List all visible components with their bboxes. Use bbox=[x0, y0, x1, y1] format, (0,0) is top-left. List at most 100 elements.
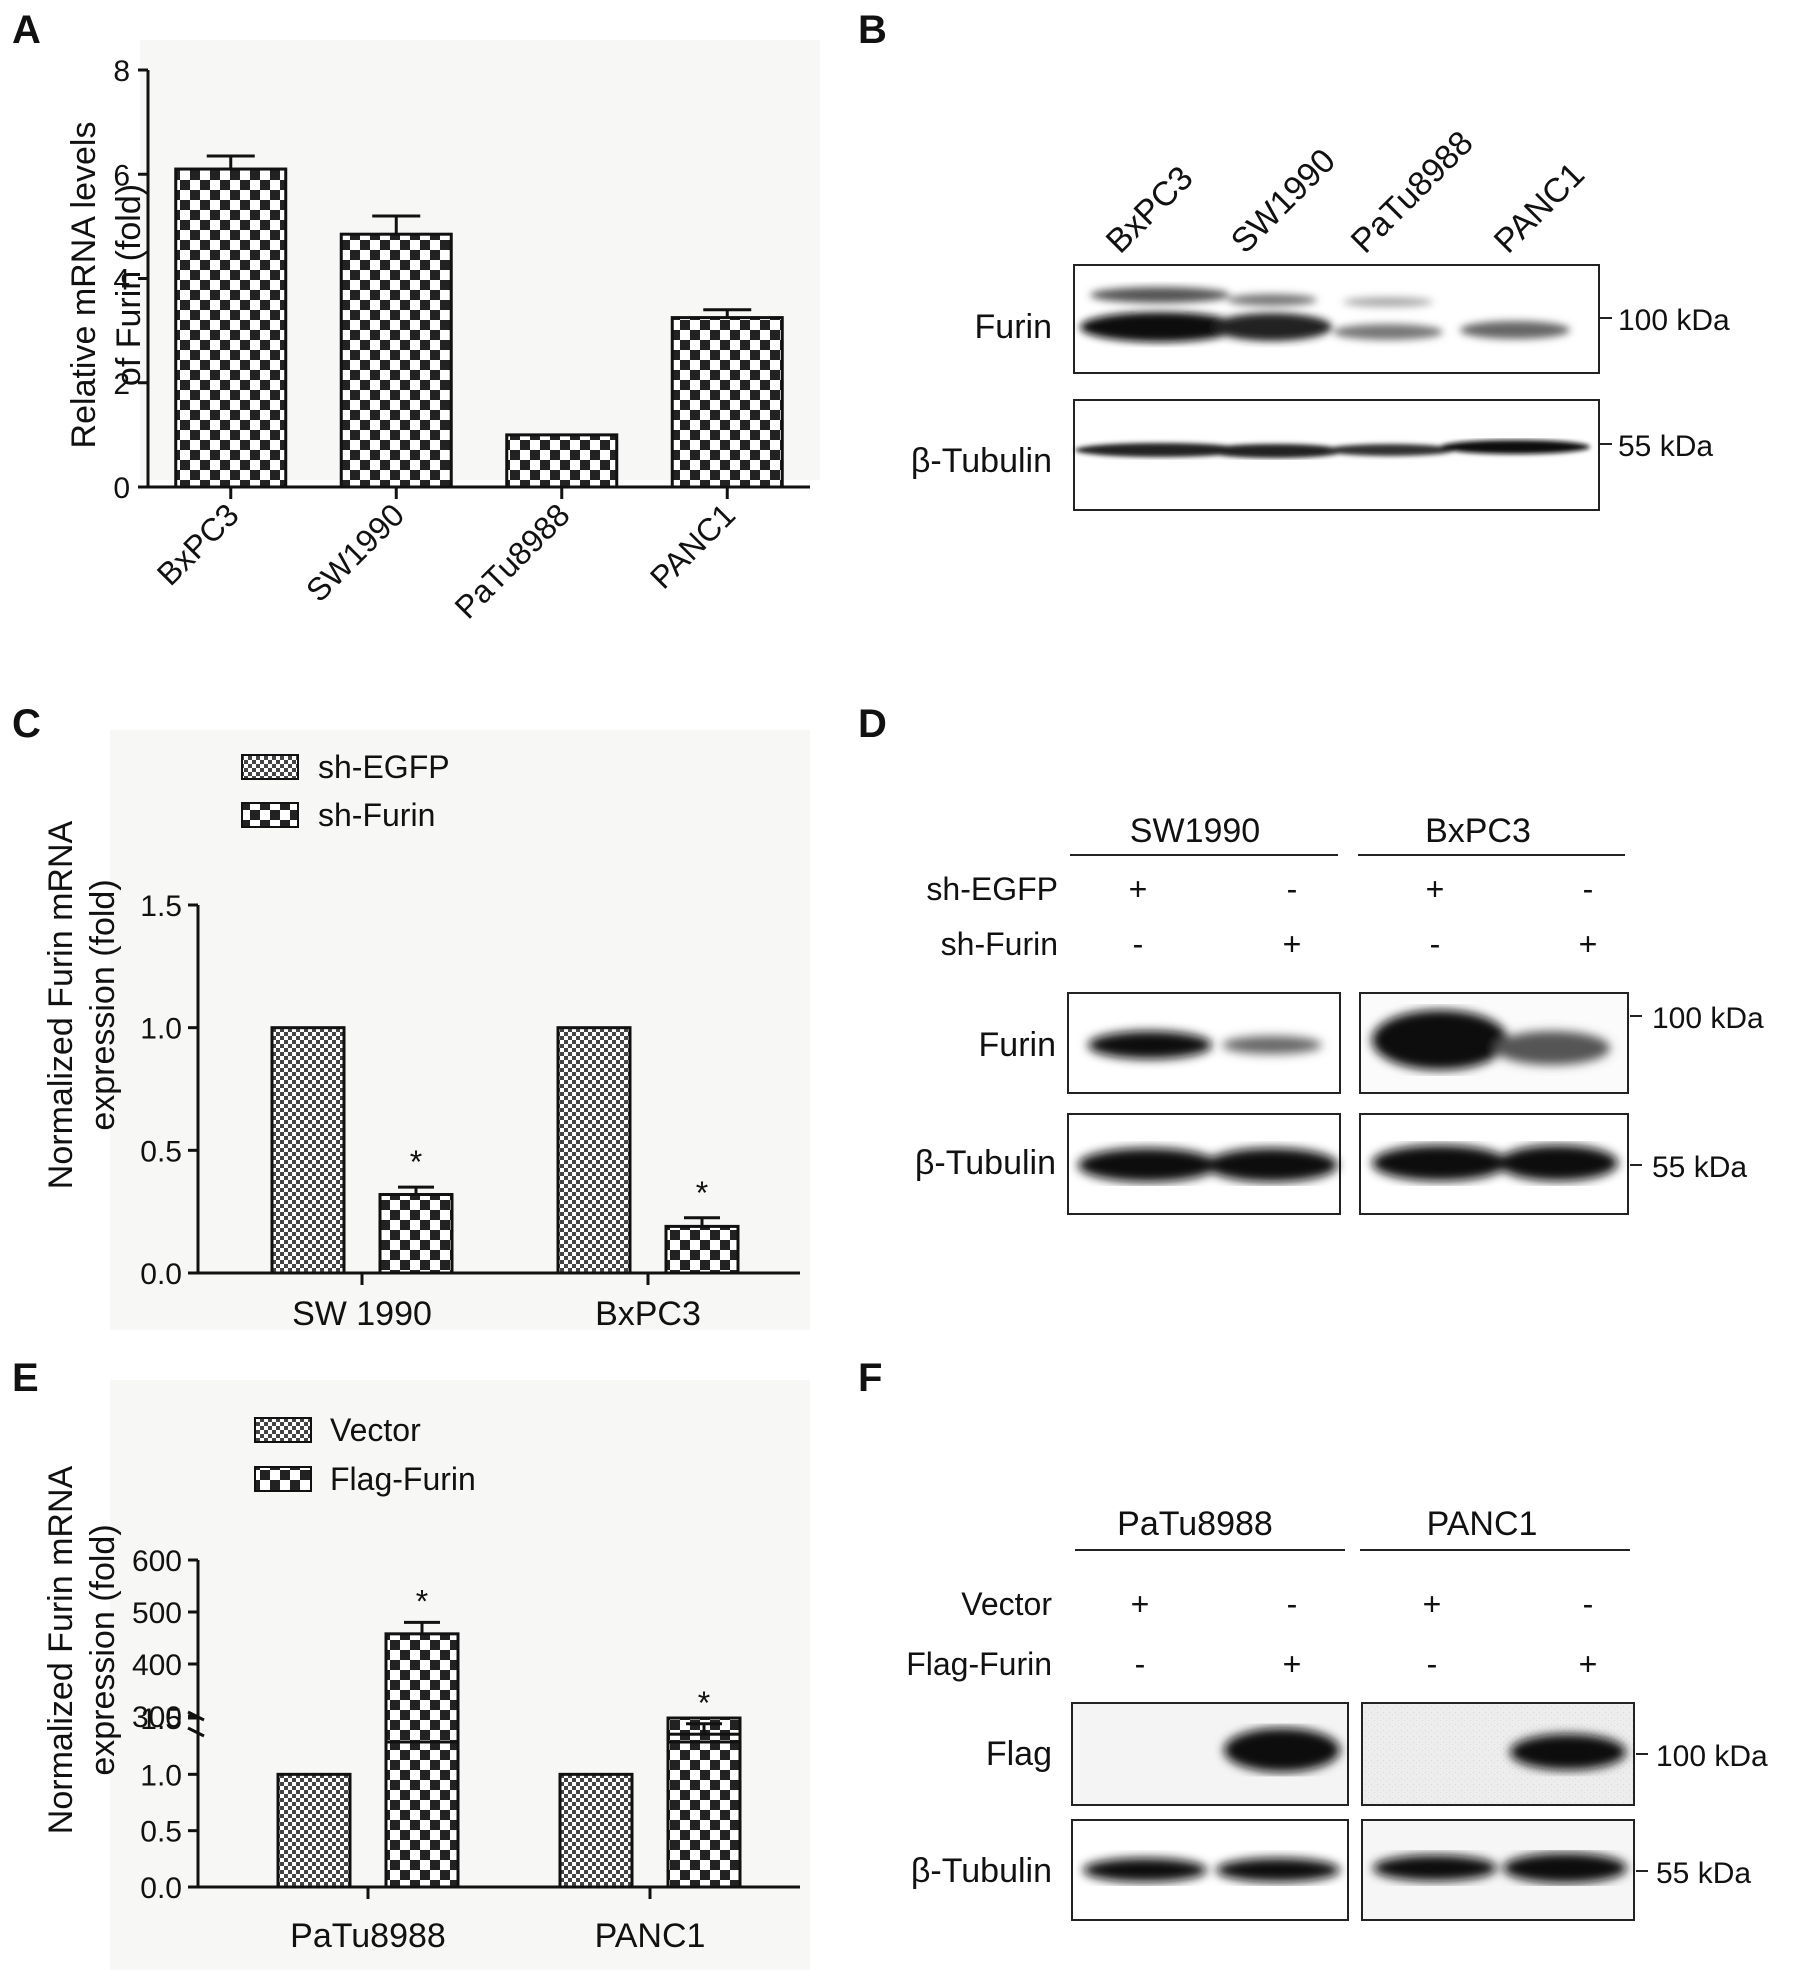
blot-d-furin-bands bbox=[1088, 1010, 1610, 1070]
blot-d-group-1: SW1990 bbox=[1130, 812, 1260, 850]
blot-d-marker-100: 100 kDa bbox=[1652, 1002, 1764, 1035]
blot-b-marker-55: 55 kDa bbox=[1618, 430, 1713, 463]
blot-b-lane-3: PaTu8988 bbox=[1344, 124, 1481, 261]
panel-label-d: D bbox=[858, 702, 887, 746]
blot-b-lane-4: PANC1 bbox=[1487, 155, 1592, 260]
blot-f-sign: + bbox=[1131, 1586, 1150, 1622]
blot-f-cond-2: Flag-Furin bbox=[906, 1646, 1052, 1682]
chart-a-xtick-label: SW1990 bbox=[299, 496, 411, 608]
blot-d-group-2: BxPC3 bbox=[1425, 812, 1531, 850]
chart-c: Normalized Furin mRNA expression (fold) … bbox=[42, 730, 810, 1333]
blot-d-sign: + bbox=[1579, 926, 1598, 962]
chart-a-xtick-label: BxPC3 bbox=[150, 496, 246, 592]
chart-c-legend-1: sh-EGFP bbox=[318, 749, 450, 785]
chart-c-ytick-label: 1.0 bbox=[140, 1013, 182, 1046]
chart-e-axis-break bbox=[187, 1726, 205, 1738]
blot-d-sign: + bbox=[1426, 871, 1445, 907]
blot-d-row-furin: Furin bbox=[979, 1026, 1056, 1064]
blot-d: SW1990 BxPC3 sh-EGFP sh-Furin + - + - - … bbox=[915, 812, 1764, 1215]
chart-e-legend-2: Flag-Furin bbox=[330, 1461, 476, 1497]
chart-a-ytick-label: 0 bbox=[113, 472, 130, 505]
chart-e-legend-swatch-2 bbox=[254, 1466, 312, 1492]
blot-f-sign: - bbox=[1427, 1646, 1438, 1682]
blot-d-tubulin-bands bbox=[1078, 1145, 1618, 1182]
chart-c-plot: 0.0 0.5 1.0 1.5 * SW 1990 * BxPC3 bbox=[140, 890, 800, 1333]
blot-d-cond-2: sh-Furin bbox=[941, 926, 1058, 962]
chart-a-ytick-label: 6 bbox=[113, 159, 130, 192]
blot-d-sign: - bbox=[1583, 871, 1594, 907]
blot-f-sign: + bbox=[1423, 1586, 1442, 1622]
chart-c-legend-swatch-2 bbox=[241, 802, 299, 828]
blot-d-row-tubulin: β-Tubulin bbox=[915, 1144, 1056, 1182]
chart-a-bar bbox=[505, 433, 619, 489]
blot-f-marker-100: 100 kDa bbox=[1656, 1740, 1768, 1773]
blot-f-flag-bands bbox=[1224, 1728, 1626, 1772]
chart-e-bar bbox=[276, 1772, 352, 1889]
chart-e-ytick-label: 0.5 bbox=[140, 1816, 182, 1849]
chart-e-ytick-label: 400 bbox=[132, 1649, 182, 1682]
chart-e-bar bbox=[384, 1716, 460, 1889]
chart-e-xtick-label: PaTu8988 bbox=[290, 1917, 446, 1955]
chart-c-significance: * bbox=[410, 1144, 422, 1180]
chart-a-ylabel-1: Relative mRNA levels bbox=[65, 122, 103, 449]
panel-label-f: F bbox=[858, 1356, 883, 1400]
panel-label-b: B bbox=[858, 8, 887, 52]
chart-c-ytick-label: 1.5 bbox=[140, 890, 182, 923]
blot-b-marker-100: 100 kDa bbox=[1618, 304, 1730, 337]
chart-e-significance: * bbox=[698, 1685, 710, 1721]
blot-f-sign: + bbox=[1283, 1646, 1302, 1682]
blot-f: PaTu8988 PANC1 Vector Flag-Furin + - + -… bbox=[906, 1505, 1768, 1921]
blot-b-row-tubulin: β-Tubulin bbox=[911, 442, 1052, 480]
chart-c-ylabel-1: Normalized Furin mRNA bbox=[42, 820, 80, 1189]
chart-e: Normalized Furin mRNA expression (fold) … bbox=[42, 1380, 810, 1970]
blot-f-sign: - bbox=[1583, 1586, 1594, 1622]
blot-b: BxPC3 SW1990 PaTu8988 PANC1 Furin 100 kD… bbox=[911, 124, 1730, 511]
chart-e-legend-swatch-1 bbox=[254, 1417, 312, 1443]
chart-e-ytick-label: 300 bbox=[132, 1701, 182, 1734]
chart-c-ytick-label: 0.5 bbox=[140, 1135, 182, 1168]
chart-e-xtick-label: PANC1 bbox=[595, 1917, 706, 1955]
chart-e-ytick-label: 1.5 bbox=[140, 1703, 182, 1736]
blot-b-row-furin: Furin bbox=[975, 308, 1052, 346]
blot-b-lane-2: SW1990 bbox=[1224, 142, 1343, 261]
blot-f-sign: - bbox=[1135, 1646, 1146, 1682]
chart-a: Relative mRNA levels of Furin (fold) 0 2 4… bbox=[65, 40, 820, 626]
blot-d-cond-1: sh-EGFP bbox=[926, 871, 1058, 907]
chart-c-ytick-label: 0.0 bbox=[140, 1258, 182, 1291]
chart-c-xtick-label: SW 1990 bbox=[292, 1295, 432, 1333]
chart-a-bar bbox=[174, 167, 288, 489]
blot-d-sign: + bbox=[1283, 926, 1302, 962]
chart-a-ylabel-2: of Furin (fold) bbox=[110, 184, 148, 386]
chart-e-bar bbox=[666, 1716, 742, 1889]
chart-c-xtick-label: BxPC3 bbox=[595, 1295, 701, 1333]
blot-f-row-flag: Flag bbox=[986, 1735, 1052, 1773]
chart-c-bar bbox=[664, 1224, 740, 1275]
chart-e-ytick-label: 600 bbox=[132, 1545, 182, 1578]
chart-e-ylabel-2: expression (fold) bbox=[84, 1524, 122, 1775]
chart-c-significance: * bbox=[696, 1175, 708, 1211]
chart-e-ytick-label: 1.0 bbox=[140, 1759, 182, 1792]
chart-a-bar bbox=[339, 232, 453, 489]
chart-c-bar bbox=[270, 1026, 346, 1275]
blot-f-sign: + bbox=[1579, 1646, 1598, 1682]
chart-c-bar bbox=[556, 1026, 632, 1275]
chart-a-ytick-label: 4 bbox=[113, 264, 130, 297]
chart-e-ylabel-1: Normalized Furin mRNA bbox=[42, 1465, 80, 1834]
chart-a-xtick-label: PaTu8988 bbox=[448, 496, 577, 625]
chart-c-ylabel-2: expression (fold) bbox=[84, 879, 122, 1130]
chart-e-bar bbox=[666, 1732, 742, 1744]
blot-d-marker-55: 55 kDa bbox=[1652, 1151, 1747, 1184]
chart-e-legend-1: Vector bbox=[330, 1412, 421, 1448]
panel-label-e: E bbox=[12, 1356, 39, 1400]
blot-f-group-1: PaTu8988 bbox=[1117, 1505, 1273, 1543]
chart-e-bar bbox=[558, 1772, 634, 1889]
blot-d-sign: + bbox=[1129, 871, 1148, 907]
chart-c-legend-swatch-1 bbox=[241, 754, 299, 780]
chart-c-bar bbox=[378, 1192, 454, 1275]
chart-a-bar bbox=[670, 316, 784, 489]
chart-e-ytick-label: 500 bbox=[132, 1597, 182, 1630]
blot-f-cond-1: Vector bbox=[961, 1586, 1052, 1622]
chart-e-ytick-label: 0.0 bbox=[140, 1872, 182, 1905]
chart-e-bar bbox=[384, 1632, 460, 1744]
